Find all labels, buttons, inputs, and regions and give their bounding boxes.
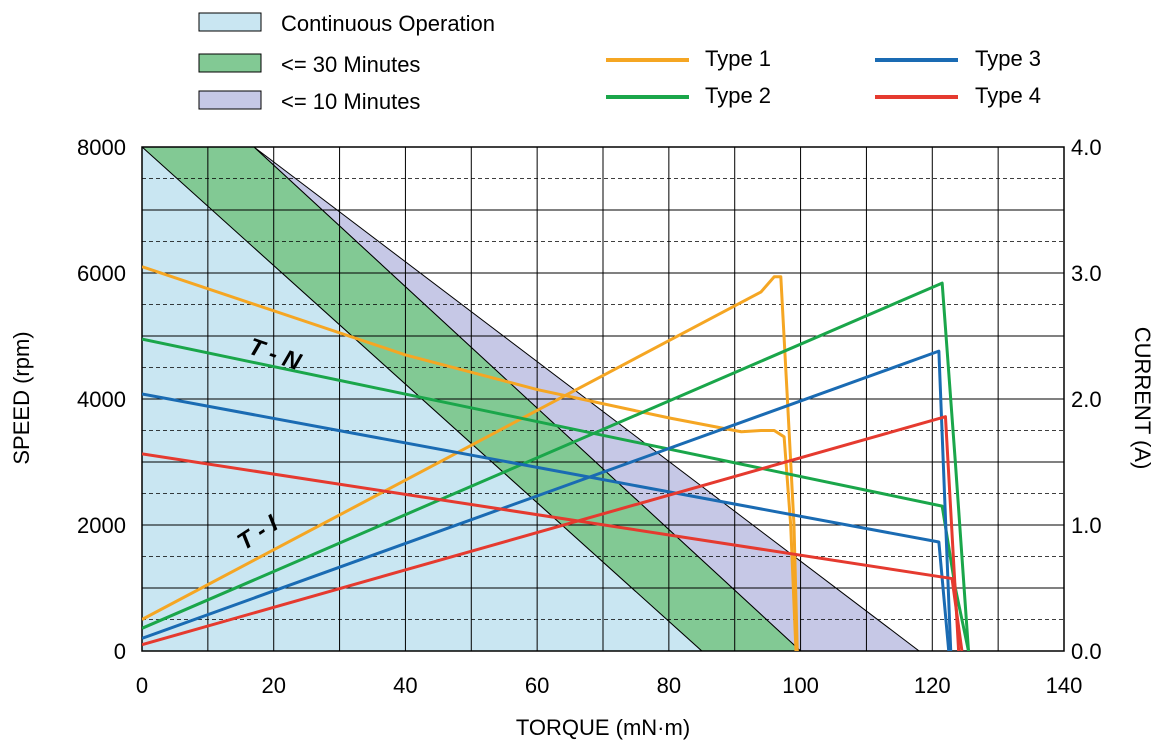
legend-label-30min: <= 30 Minutes	[281, 52, 420, 77]
y-axis-title: SPEED (rpm)	[9, 331, 34, 464]
legend-label-continuous: Continuous Operation	[281, 11, 495, 36]
x-tick-label: 60	[525, 673, 549, 698]
y2-axis-title: CURRENT (A)	[1130, 327, 1155, 470]
legend-label-type3: Type 3	[975, 46, 1041, 71]
y2-tick-label: 4.0	[1071, 135, 1102, 160]
series-1-speed-curve	[142, 265, 798, 651]
y2-tick-label: 0.0	[1071, 639, 1102, 664]
legend-swatch-10min	[198, 90, 262, 110]
legend-label-type2: Type 2	[705, 83, 771, 108]
legend-label-type1: Type 1	[705, 46, 771, 71]
series-layer	[142, 265, 971, 651]
legend-label-10min: <= 10 Minutes	[281, 89, 420, 114]
series-3-current-curve	[142, 349, 953, 651]
x-axis-title: TORQUE (mN·m)	[516, 715, 690, 740]
x-tick-label: 100	[782, 673, 819, 698]
series-1-current-curve	[142, 275, 799, 651]
y-tick-label: 4000	[77, 387, 126, 412]
y-tick-label: 0	[114, 639, 126, 664]
series-4-current-curve	[142, 415, 961, 651]
series-2-speed-curve	[142, 337, 970, 651]
y2-tick-label: 1.0	[1071, 513, 1102, 538]
axis-ticks: 0 20 40 60 80 100 120 140 0 2000 4000 6000 8000 0.0 1.…	[77, 135, 1102, 698]
x-tick-label: 40	[393, 673, 417, 698]
x-tick-label: 20	[261, 673, 285, 698]
y-tick-label: 2000	[77, 513, 126, 538]
y2-tick-label: 2.0	[1071, 387, 1102, 412]
legend-label-type4: Type 4	[975, 83, 1041, 108]
x-tick-label: 0	[136, 673, 148, 698]
y-tick-label: 8000	[77, 135, 126, 160]
y-tick-label: 6000	[77, 261, 126, 286]
x-tick-label: 120	[914, 673, 951, 698]
x-tick-label: 140	[1046, 673, 1083, 698]
series-2-current-curve	[142, 281, 971, 651]
y2-tick-label: 3.0	[1071, 261, 1102, 286]
legend-swatch-continuous	[198, 12, 262, 32]
series-3-speed-curve	[142, 392, 951, 651]
x-tick-label: 80	[657, 673, 681, 698]
grid	[141, 146, 1065, 652]
series-legend: Type 1 Type 2 Type 3 Type 4	[606, 46, 1041, 108]
legend-swatch-30min	[198, 53, 262, 73]
plot-frame	[141, 146, 1065, 652]
region-legend: Continuous Operation <= 30 Minutes <= 10…	[198, 11, 495, 114]
